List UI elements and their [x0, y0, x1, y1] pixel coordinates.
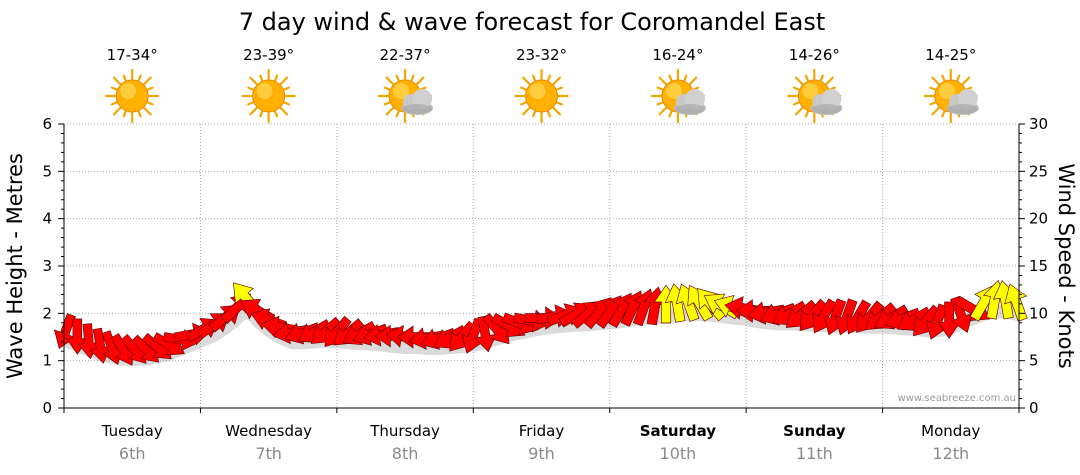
chart-title: 7 day wind & wave forecast for Coromande…	[239, 8, 825, 36]
temperature-label: 23-32°	[516, 46, 567, 64]
y-left-tick-label: 0	[42, 399, 52, 417]
day-date-label: 9th	[528, 444, 555, 463]
day-name-label: Sunday	[783, 422, 846, 440]
temperature-label: 14-26°	[789, 46, 840, 64]
grid	[64, 123, 1019, 408]
y-left-tick-label: 4	[42, 210, 52, 228]
temperature-label: 17-34°	[107, 46, 158, 64]
sun-icon	[241, 68, 296, 124]
y-left-tick-label: 6	[42, 115, 52, 133]
weather-icons	[105, 68, 979, 124]
day-name-label: Friday	[519, 422, 565, 440]
y-right-tick-label: 10	[1029, 304, 1048, 322]
y-right-tick-label: 0	[1029, 399, 1039, 417]
wind-arrows	[53, 279, 1028, 366]
temperature-label: 23-39°	[243, 46, 294, 64]
y-right-tick-label: 25	[1029, 162, 1048, 180]
day-name-label: Monday	[921, 422, 980, 440]
y-right-tick-label: 20	[1029, 210, 1048, 228]
day-name-label: Tuesday	[101, 422, 163, 440]
y-right-tick-label: 5	[1029, 352, 1039, 370]
sun-icon	[514, 68, 569, 124]
day-name-label: Saturday	[640, 422, 717, 440]
y-left-tick-label: 2	[42, 304, 52, 322]
temperature-label: 16-24°	[652, 46, 703, 64]
day-date-label: 8th	[392, 444, 419, 463]
y-left-tick-label: 1	[42, 352, 52, 370]
y-left-axis-title: Wave Height - Metres	[3, 153, 27, 379]
day-date-label: 6th	[119, 444, 146, 463]
sun-cloud-icon	[787, 68, 843, 124]
day-date-label: 12th	[932, 444, 969, 463]
day-date-label: 11th	[796, 444, 833, 463]
day-date-label: 10th	[660, 444, 697, 463]
temperature-label: 14-25°	[925, 46, 976, 64]
sun-cloud-icon	[923, 68, 979, 124]
wind-arrow	[1004, 283, 1028, 322]
sun-icon	[105, 68, 160, 124]
y-left-tick-label: 5	[42, 162, 52, 180]
temperature-labels: 17-34° 23-39° 22-37° 23-32° 16-24° 14-26° 14-2…	[107, 46, 977, 64]
axes: 0 1 2 3 4 5 6 0 5 10 15 20 25 30	[42, 115, 1048, 417]
day-name-label: Wednesday	[225, 422, 312, 440]
y-right-axis-title: Wind Speed - Knots	[1054, 163, 1078, 368]
site-credit: www.seabreeze.com.au	[898, 393, 1016, 404]
day-date-label: 7th	[255, 444, 282, 463]
sun-cloud-icon	[650, 68, 706, 124]
y-right-tick-label: 30	[1029, 115, 1048, 133]
temperature-label: 22-37°	[380, 46, 431, 64]
sun-cloud-icon	[377, 68, 434, 124]
day-labels: Tuesday 6th Wednesday 7th Thursday 8th Friday 9…	[101, 422, 981, 463]
y-left-tick-label: 3	[42, 257, 52, 275]
y-right-tick-label: 15	[1029, 257, 1048, 275]
day-name-label: Thursday	[369, 422, 440, 440]
